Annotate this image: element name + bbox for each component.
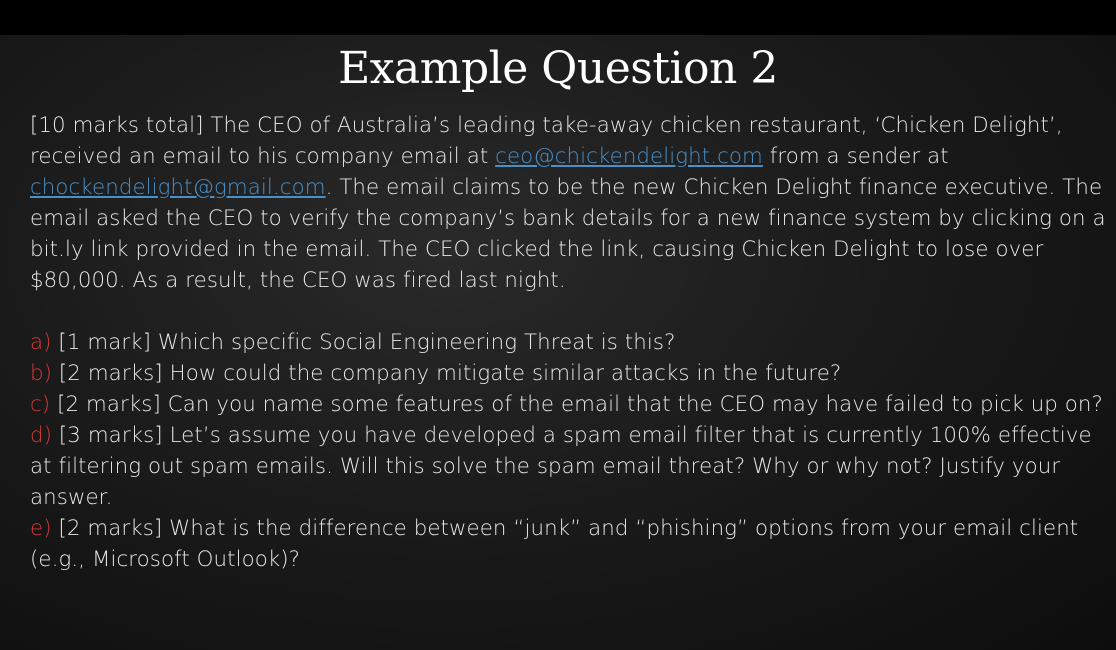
intro-text-2: from a sender at bbox=[763, 144, 949, 169]
question-c: c) [2 marks] Can you name some features … bbox=[30, 389, 1110, 420]
question-c-letter: c) bbox=[30, 392, 50, 417]
question-d: d) [3 marks] Let’s assume you have devel… bbox=[30, 420, 1110, 513]
question-b-text: [2 marks] How could the company mitigate… bbox=[52, 361, 841, 386]
question-a-text: [1 mark] Which specific Social Engineeri… bbox=[52, 330, 676, 355]
question-e: e) [2 marks] What is the difference betw… bbox=[30, 513, 1110, 575]
question-b: b) [2 marks] How could the company mitig… bbox=[30, 358, 1110, 389]
slide-title: Example Question 2 bbox=[0, 43, 1116, 94]
ceo-email-link[interactable]: ceo@chickendelight.com bbox=[495, 144, 763, 169]
question-e-letter: e) bbox=[30, 516, 52, 541]
question-d-text: [3 marks] Let’s assume you have develope… bbox=[30, 423, 1092, 510]
sender-email-link[interactable]: chockendelight@gmail.com bbox=[30, 175, 326, 200]
question-b-letter: b) bbox=[30, 361, 52, 386]
intro-paragraph: [10 marks total] The CEO of Australia’s … bbox=[30, 110, 1110, 296]
question-e-text: [2 marks] What is the difference between… bbox=[30, 516, 1078, 572]
slide: Example Question 2 [10 marks total] The … bbox=[0, 35, 1116, 650]
spacer bbox=[30, 296, 1110, 327]
question-a-letter: a) bbox=[30, 330, 52, 355]
question-d-letter: d) bbox=[30, 423, 52, 448]
top-black-bar bbox=[0, 0, 1116, 35]
question-a: a) [1 mark] Which specific Social Engine… bbox=[30, 327, 1110, 358]
question-c-text: [2 marks] Can you name some features of … bbox=[50, 392, 1103, 417]
slide-body: [10 marks total] The CEO of Australia’s … bbox=[30, 110, 1110, 575]
